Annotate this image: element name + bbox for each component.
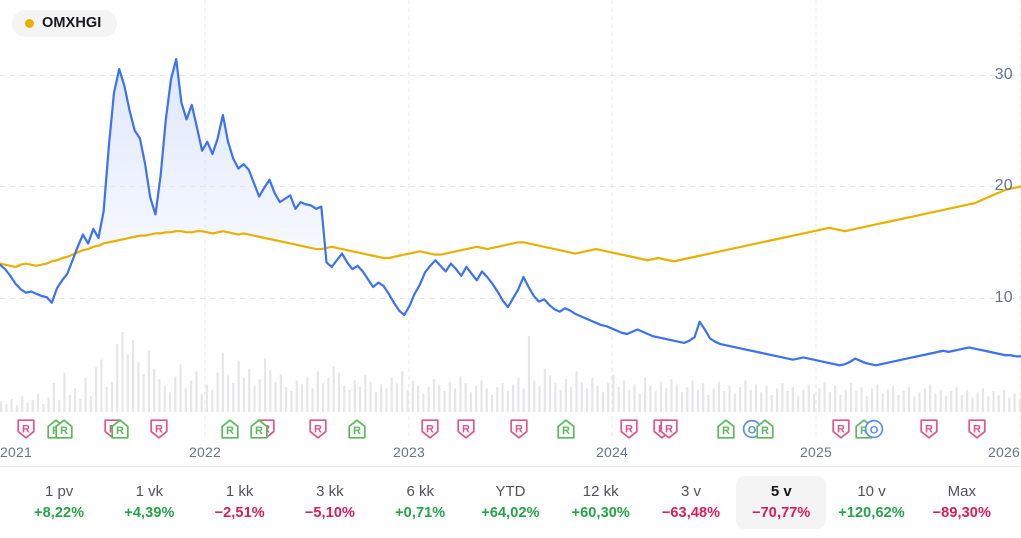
svg-text:R: R: [837, 424, 845, 436]
period-tab-change: −2,51%: [214, 504, 265, 521]
svg-text:R: R: [22, 424, 30, 436]
svg-text:O: O: [870, 424, 879, 436]
period-tab-change: +0,71%: [395, 504, 446, 521]
period-tab-1-vk[interactable]: 1 vk +4,39%: [104, 476, 194, 530]
period-tab-label: YTD: [495, 482, 526, 500]
period-selector[interactable]: 1 pv +8,22% 1 vk +4,39% 1 kk −2,51% 3 kk −5,10%…: [0, 467, 1021, 538]
period-tab-change: +4,39%: [124, 504, 175, 521]
chart-divider: [0, 466, 1021, 467]
period-tab-label: 1 kk: [225, 482, 254, 500]
legend-series-label: OMXHGI: [42, 15, 102, 31]
event-badge-r-25[interactable]: R: [967, 418, 987, 440]
period-tab-change: −89,30%: [932, 504, 991, 521]
period-tab-change: −70,77%: [752, 504, 811, 521]
event-badge-r-0[interactable]: R: [16, 418, 36, 440]
x-axis-tick-2022: 2022: [189, 444, 221, 460]
period-tab-label: 10 v: [857, 482, 886, 500]
chart-canvas: [0, 0, 1021, 438]
y-axis-tick-30: 30: [994, 65, 1013, 83]
svg-text:R: R: [761, 425, 769, 437]
period-tab-change: +8,22%: [34, 504, 85, 521]
period-tab-3-v[interactable]: 3 v −63,48%: [646, 476, 736, 530]
y-axis-tick-20: 20: [994, 177, 1013, 195]
event-badge-r-24[interactable]: R: [919, 418, 939, 440]
event-badge-r-9[interactable]: R: [308, 418, 328, 440]
svg-text:R: R: [60, 425, 68, 437]
svg-text:R: R: [973, 424, 981, 436]
period-tab-label: 3 kk: [316, 482, 344, 500]
event-badge-r-14[interactable]: R: [556, 418, 576, 440]
event-badge-r-2[interactable]: R: [54, 418, 74, 440]
svg-text:R: R: [426, 424, 434, 436]
svg-text:O: O: [748, 424, 757, 436]
svg-text:R: R: [116, 425, 124, 437]
svg-text:R: R: [226, 425, 234, 437]
event-badge-r-10[interactable]: R: [347, 418, 367, 440]
event-badge-r-17[interactable]: R: [659, 418, 679, 440]
period-tab-1-pv[interactable]: 1 pv +8,22%: [14, 476, 104, 530]
period-tab-ytd[interactable]: YTD +64,02%: [465, 476, 555, 530]
event-badge-r-20[interactable]: R: [755, 418, 775, 440]
event-badge-r-5[interactable]: R: [149, 418, 169, 440]
svg-text:R: R: [625, 424, 633, 436]
legend-color-dot: [25, 18, 34, 28]
period-tab-change: +60,30%: [571, 504, 630, 521]
event-badge-r-15[interactable]: R: [619, 418, 639, 440]
svg-text:R: R: [155, 424, 163, 436]
event-badge-r-8[interactable]: R: [249, 418, 269, 440]
svg-text:R: R: [665, 424, 673, 436]
period-tab-label: 12 kk: [582, 482, 619, 500]
period-tab-change: −63,48%: [661, 504, 721, 521]
x-axis-tick-2021: 2021: [0, 444, 32, 460]
period-tab-change: +120,62%: [838, 504, 905, 521]
chart-legend[interactable]: OMXHGI: [12, 10, 118, 37]
event-badge-r-18[interactable]: R: [716, 418, 736, 440]
period-tab-label: 1 pv: [44, 482, 74, 500]
period-tab-label: 6 kk: [406, 482, 434, 500]
x-axis-tick-2024: 2024: [596, 444, 628, 460]
y-axis-tick-10: 10: [994, 289, 1013, 307]
price-chart-plot[interactable]: 10 20 30 2021 2022 2023 2024 2025 2026: [0, 0, 1021, 460]
period-tab-5-v[interactable]: 5 v −70,77%: [736, 475, 827, 530]
event-badge-o-23[interactable]: O: [864, 418, 884, 440]
x-axis-tick-2025: 2025: [800, 444, 832, 460]
svg-text:R: R: [562, 425, 570, 437]
svg-text:R: R: [925, 424, 933, 436]
svg-text:R: R: [255, 425, 263, 437]
period-tab-12-kk[interactable]: 12 kk +60,30%: [556, 476, 646, 530]
svg-text:R: R: [353, 425, 361, 437]
period-tab-label: 1 vk: [135, 482, 164, 500]
period-tab-label: 5 v: [770, 482, 792, 500]
period-tab-change: −5,10%: [304, 504, 356, 521]
event-badge-r-11[interactable]: R: [420, 418, 440, 440]
event-badge-r-21[interactable]: R: [831, 418, 851, 440]
period-tab-max[interactable]: Max −89,30%: [917, 476, 1007, 530]
period-tab-3-kk[interactable]: 3 kk −5,10%: [285, 476, 375, 530]
event-badges-row[interactable]: RRRRRRRRRRRRRRRRRRRORRRORR: [0, 418, 1021, 442]
svg-text:R: R: [515, 424, 523, 436]
event-badge-r-12[interactable]: R: [456, 418, 476, 440]
period-tab-label: 3 v: [680, 482, 701, 500]
svg-text:R: R: [722, 425, 730, 437]
svg-text:R: R: [462, 424, 470, 436]
svg-text:R: R: [314, 424, 322, 436]
period-tab-label: Max: [947, 482, 976, 500]
svg-text:R: R: [860, 425, 868, 437]
period-tab-10-v[interactable]: 10 v +120,62%: [826, 476, 916, 530]
event-badge-r-13[interactable]: R: [509, 418, 529, 440]
x-axis-tick-2026: 2026: [988, 444, 1020, 460]
period-tab-6-kk[interactable]: 6 kk +0,71%: [375, 476, 465, 530]
x-axis-tick-2023: 2023: [393, 444, 425, 460]
period-tab-change: +64,02%: [481, 504, 540, 521]
event-badge-r-4[interactable]: R: [110, 418, 130, 440]
period-tab-1-kk[interactable]: 1 kk −2,51%: [195, 476, 285, 530]
event-badge-r-6[interactable]: R: [220, 418, 240, 440]
